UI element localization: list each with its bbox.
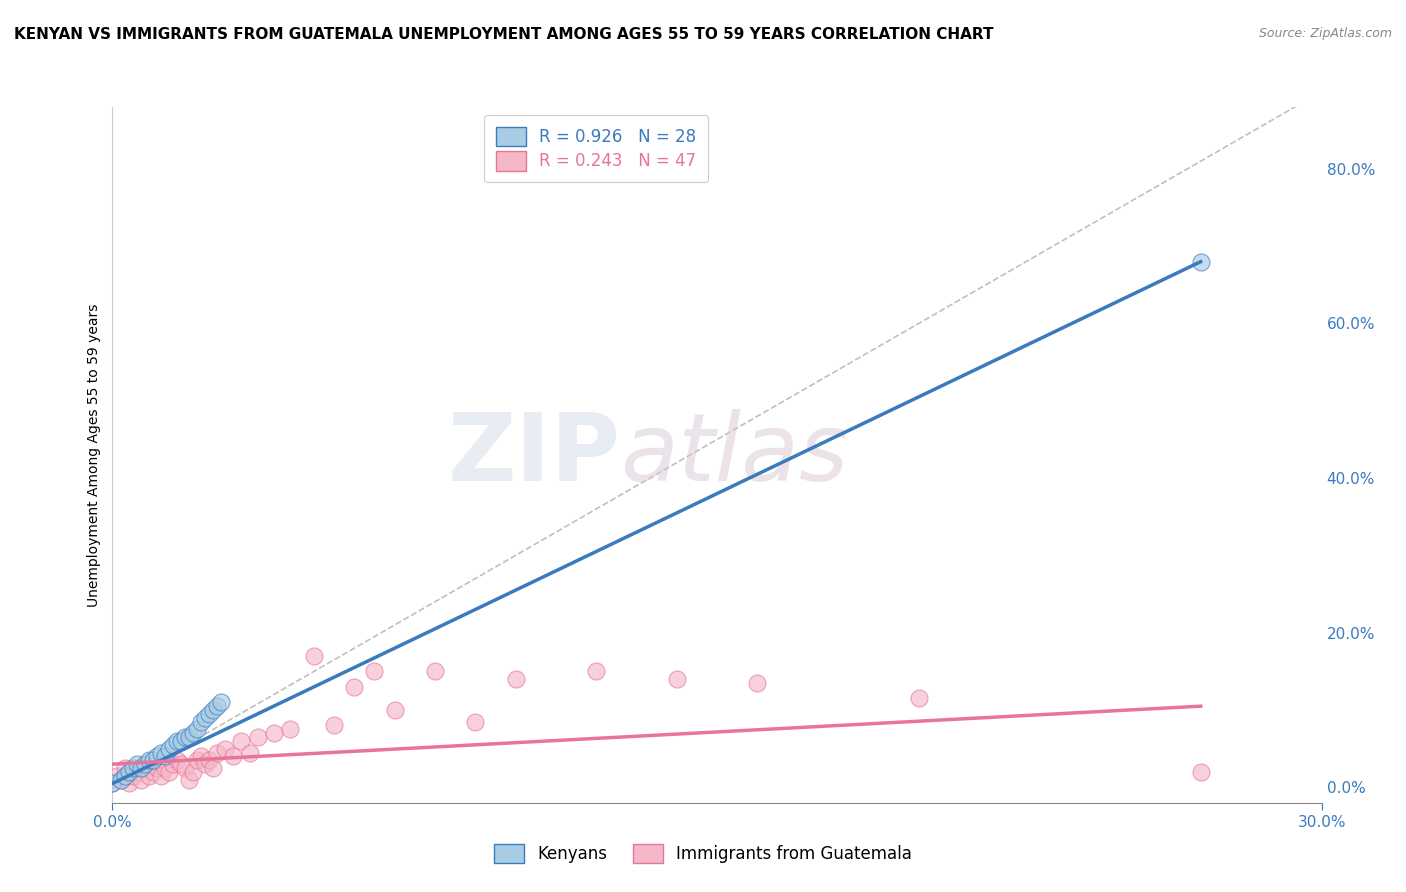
Point: [246, 730, 269, 744]
Point: [157, 741, 180, 756]
Point: [117, 764, 139, 779]
Point: [207, 699, 229, 714]
Point: [142, 753, 165, 767]
Point: [198, 753, 221, 767]
Point: [665, 672, 688, 686]
Point: [747, 676, 769, 690]
Point: [464, 714, 486, 729]
Text: atlas: atlas: [620, 409, 849, 500]
Point: [114, 769, 136, 783]
Point: [263, 726, 285, 740]
Point: [177, 772, 200, 787]
Point: [157, 764, 180, 779]
Point: [146, 761, 169, 775]
Point: [153, 749, 176, 764]
Point: [190, 749, 212, 764]
Point: [149, 769, 172, 783]
Point: [174, 730, 197, 744]
Point: [423, 665, 446, 679]
Point: [166, 753, 188, 767]
Legend: R = 0.926   N = 28, R = 0.243   N = 47: R = 0.926 N = 28, R = 0.243 N = 47: [484, 115, 709, 182]
Text: ZIP: ZIP: [447, 409, 620, 501]
Point: [198, 706, 221, 721]
Point: [202, 703, 225, 717]
Text: Source: ZipAtlas.com: Source: ZipAtlas.com: [1258, 27, 1392, 40]
Point: [384, 703, 406, 717]
Y-axis label: Unemployment Among Ages 55 to 59 years: Unemployment Among Ages 55 to 59 years: [87, 303, 101, 607]
Point: [505, 672, 527, 686]
Point: [129, 772, 152, 787]
Point: [134, 757, 156, 772]
Point: [129, 761, 152, 775]
Point: [170, 734, 193, 748]
Point: [194, 711, 217, 725]
Point: [142, 764, 165, 779]
Point: [278, 723, 301, 737]
Point: [101, 776, 124, 790]
Point: [214, 741, 236, 756]
Point: [110, 772, 132, 787]
Point: [186, 753, 208, 767]
Point: [302, 648, 325, 663]
Point: [343, 680, 366, 694]
Point: [1189, 254, 1212, 268]
Point: [202, 761, 225, 775]
Point: [110, 772, 132, 787]
Point: [207, 746, 229, 760]
Point: [125, 757, 148, 772]
Point: [363, 665, 385, 679]
Point: [101, 776, 124, 790]
Point: [105, 769, 128, 783]
Point: [138, 769, 160, 783]
Point: [186, 723, 208, 737]
Point: [125, 764, 148, 779]
Point: [162, 738, 184, 752]
Point: [170, 757, 193, 772]
Point: [121, 761, 143, 775]
Point: [585, 665, 607, 679]
Point: [209, 695, 232, 709]
Point: [907, 691, 929, 706]
Point: [231, 734, 253, 748]
Point: [117, 776, 139, 790]
Point: [323, 718, 346, 732]
Point: [222, 749, 245, 764]
Point: [153, 761, 176, 775]
Point: [149, 746, 172, 760]
Point: [190, 714, 212, 729]
Point: [174, 761, 197, 775]
Point: [238, 746, 260, 760]
Point: [114, 761, 136, 775]
Point: [138, 753, 160, 767]
Point: [134, 761, 156, 775]
Point: [194, 757, 217, 772]
Point: [1189, 764, 1212, 779]
Point: [166, 734, 188, 748]
Point: [162, 757, 184, 772]
Point: [146, 749, 169, 764]
Legend: Kenyans, Immigrants from Guatemala: Kenyans, Immigrants from Guatemala: [482, 832, 924, 875]
Point: [121, 769, 143, 783]
Point: [181, 726, 204, 740]
Point: [181, 764, 204, 779]
Point: [177, 730, 200, 744]
Text: KENYAN VS IMMIGRANTS FROM GUATEMALA UNEMPLOYMENT AMONG AGES 55 TO 59 YEARS CORRE: KENYAN VS IMMIGRANTS FROM GUATEMALA UNEM…: [14, 27, 994, 42]
